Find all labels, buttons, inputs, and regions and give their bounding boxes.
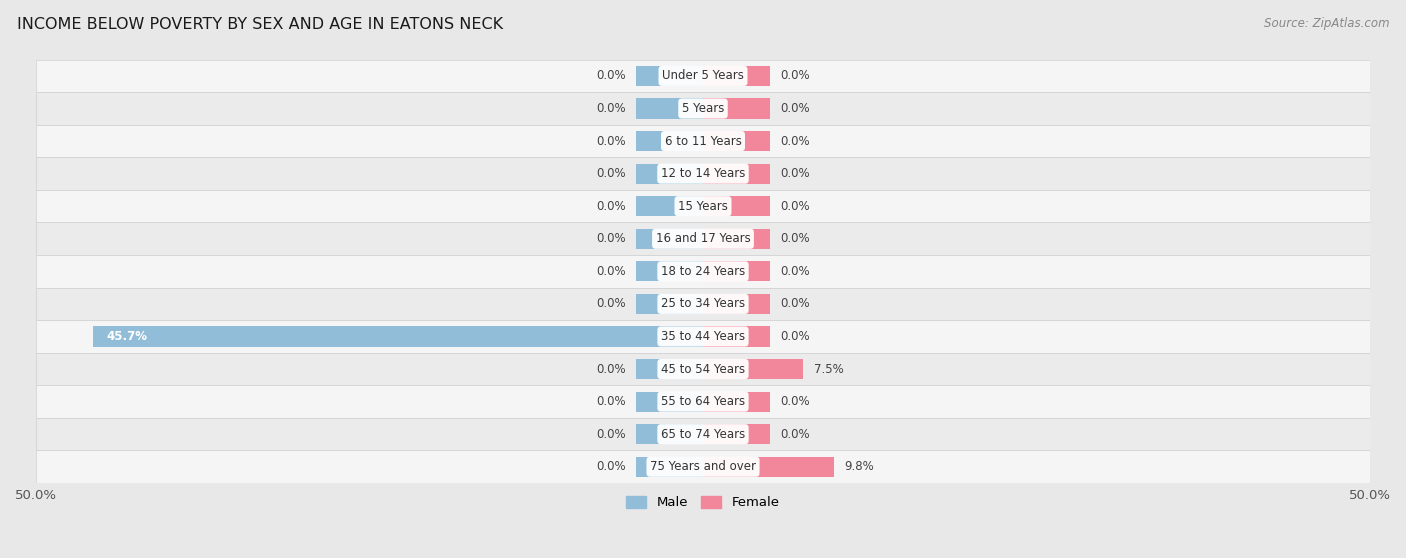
Bar	[37, 450, 1369, 483]
Text: 0.0%: 0.0%	[596, 69, 626, 83]
Bar	[703, 163, 769, 184]
Bar	[637, 196, 703, 217]
Text: 0.0%: 0.0%	[780, 200, 810, 213]
Bar	[93, 326, 703, 347]
Bar	[37, 287, 1369, 320]
Text: 0.0%: 0.0%	[596, 395, 626, 408]
Bar	[703, 294, 769, 314]
Bar	[637, 424, 703, 444]
Text: 0.0%: 0.0%	[780, 102, 810, 115]
Text: 7.5%: 7.5%	[814, 363, 844, 376]
Bar	[703, 66, 769, 86]
Text: Under 5 Years: Under 5 Years	[662, 69, 744, 83]
Bar	[703, 196, 769, 217]
Text: 0.0%: 0.0%	[596, 232, 626, 246]
Bar	[703, 392, 769, 412]
Text: 6 to 11 Years: 6 to 11 Years	[665, 134, 741, 147]
Text: 0.0%: 0.0%	[596, 297, 626, 310]
Bar	[637, 98, 703, 119]
Bar	[637, 163, 703, 184]
Bar	[703, 424, 769, 444]
Bar	[37, 92, 1369, 125]
Text: INCOME BELOW POVERTY BY SEX AND AGE IN EATONS NECK: INCOME BELOW POVERTY BY SEX AND AGE IN E…	[17, 17, 503, 32]
Text: 9.8%: 9.8%	[845, 460, 875, 473]
Bar	[703, 229, 769, 249]
Bar	[637, 66, 703, 86]
Bar	[703, 359, 803, 379]
Bar	[637, 392, 703, 412]
Bar	[637, 456, 703, 477]
Bar	[637, 131, 703, 151]
Text: 18 to 24 Years: 18 to 24 Years	[661, 265, 745, 278]
Bar	[637, 294, 703, 314]
Bar	[637, 359, 703, 379]
Text: 65 to 74 Years: 65 to 74 Years	[661, 427, 745, 441]
Text: 15 Years: 15 Years	[678, 200, 728, 213]
Bar	[37, 320, 1369, 353]
Bar	[37, 255, 1369, 287]
Bar	[703, 261, 769, 281]
Text: 25 to 34 Years: 25 to 34 Years	[661, 297, 745, 310]
Bar	[703, 98, 769, 119]
Text: 0.0%: 0.0%	[596, 460, 626, 473]
Text: 5 Years: 5 Years	[682, 102, 724, 115]
Text: 0.0%: 0.0%	[780, 69, 810, 83]
Text: 0.0%: 0.0%	[780, 232, 810, 246]
Bar	[637, 229, 703, 249]
Text: 45 to 54 Years: 45 to 54 Years	[661, 363, 745, 376]
Text: 0.0%: 0.0%	[780, 297, 810, 310]
Bar	[37, 60, 1369, 92]
Text: 16 and 17 Years: 16 and 17 Years	[655, 232, 751, 246]
Bar	[37, 223, 1369, 255]
Bar	[637, 261, 703, 281]
Bar	[37, 418, 1369, 450]
Bar	[703, 456, 834, 477]
Text: 35 to 44 Years: 35 to 44 Years	[661, 330, 745, 343]
Bar	[37, 190, 1369, 223]
Legend: Male, Female: Male, Female	[621, 490, 785, 514]
Bar	[37, 353, 1369, 386]
Text: 0.0%: 0.0%	[596, 167, 626, 180]
Text: 0.0%: 0.0%	[780, 167, 810, 180]
Text: 0.0%: 0.0%	[596, 134, 626, 147]
Text: 0.0%: 0.0%	[596, 427, 626, 441]
Text: 0.0%: 0.0%	[596, 265, 626, 278]
Text: 75 Years and over: 75 Years and over	[650, 460, 756, 473]
Text: 0.0%: 0.0%	[596, 363, 626, 376]
Text: 12 to 14 Years: 12 to 14 Years	[661, 167, 745, 180]
Bar	[37, 125, 1369, 157]
Bar	[37, 386, 1369, 418]
Text: 0.0%: 0.0%	[780, 427, 810, 441]
Text: 0.0%: 0.0%	[780, 134, 810, 147]
Text: 0.0%: 0.0%	[780, 330, 810, 343]
Bar	[37, 157, 1369, 190]
Bar	[703, 326, 769, 347]
Text: Source: ZipAtlas.com: Source: ZipAtlas.com	[1264, 17, 1389, 30]
Text: 0.0%: 0.0%	[780, 395, 810, 408]
Text: 0.0%: 0.0%	[596, 200, 626, 213]
Text: 0.0%: 0.0%	[596, 102, 626, 115]
Text: 45.7%: 45.7%	[107, 330, 148, 343]
Bar	[703, 131, 769, 151]
Text: 55 to 64 Years: 55 to 64 Years	[661, 395, 745, 408]
Text: 0.0%: 0.0%	[780, 265, 810, 278]
